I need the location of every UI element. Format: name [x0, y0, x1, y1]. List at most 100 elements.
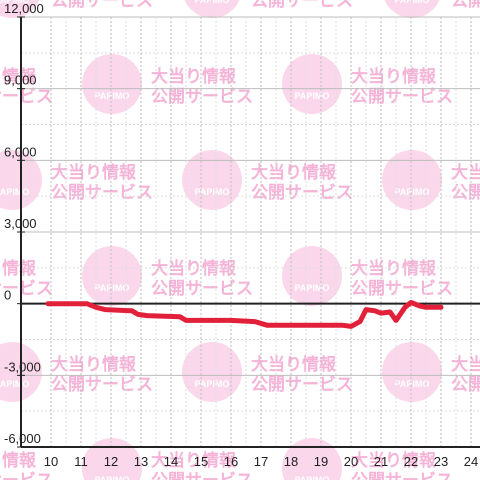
x-tick-labels: 10 11 12 13 14 15 16 17 18 19 20 21 22 23 24: [44, 454, 478, 469]
series-layer: [45, 300, 444, 329]
watermark-line2: 公開サービス: [151, 471, 253, 480]
y-tick-label: 3,000: [4, 216, 37, 231]
watermark-line2: 公開サービス: [351, 279, 453, 298]
x-tick-label: 14: [164, 454, 178, 469]
watermark-brand: PAPIMO: [195, 379, 230, 389]
x-tick-label: 11: [74, 454, 88, 469]
watermark-line2: 公開サービス: [151, 279, 253, 298]
x-tick-label: 12: [104, 454, 118, 469]
watermark-line2: 公開サービス: [151, 87, 253, 106]
watermark-brand: PAPIMO: [195, 0, 230, 5]
watermark-circle: [182, 150, 242, 210]
watermark-brand: PAPIMO: [95, 91, 130, 101]
watermark-line1: 大当り情報: [351, 450, 437, 470]
watermark-line1: 大当り情報: [51, 162, 137, 182]
watermark-brand: PAPIMO: [195, 187, 230, 197]
y-tick-labels: 12,000 9,000 6,000 3,000 0 -3,000 -6,000: [4, 1, 44, 446]
watermark-circle: [382, 342, 442, 402]
watermark-line1: 大当り情報: [451, 162, 480, 182]
watermark-brand: PAPIMO: [395, 379, 430, 389]
watermark-circle: [282, 54, 342, 114]
x-tick-label: 15: [194, 454, 208, 469]
watermark-brand: PAPIMO: [295, 283, 330, 293]
watermark-line1: 大当り情報: [51, 354, 137, 374]
watermark-line1: 大当り情報: [151, 450, 237, 470]
watermark-circle: [282, 246, 342, 306]
watermark-brand: PAPIMO: [95, 283, 130, 293]
watermark-line2: 公開サービス: [251, 375, 353, 394]
watermark-line2: 公開サービス: [51, 183, 153, 202]
watermark-circle: [384, 0, 440, 18]
x-tick-label: 19: [314, 454, 328, 469]
watermark-brand: PAPIMO: [295, 475, 330, 480]
series-line: [45, 300, 444, 329]
y-tick-label: -6,000: [4, 431, 41, 446]
watermark-brand: PAPIMO: [395, 187, 430, 197]
watermark-line2: 公開サービス: [351, 87, 453, 106]
y-tick-label: 9,000: [4, 73, 37, 88]
watermark-circle: [184, 0, 240, 18]
x-tick-label: 17: [254, 454, 268, 469]
watermark-line2: 公開サービス: [451, 183, 480, 202]
watermark-brand: PAPIMO: [0, 0, 29, 5]
watermark-circle: [382, 150, 442, 210]
watermark-line1: 大当り情報: [251, 354, 337, 374]
x-tick-label: 10: [44, 454, 58, 469]
y-tick-label: 6,000: [4, 144, 37, 159]
y-tick-label: -3,000: [4, 359, 41, 374]
x-tick-label: 21: [374, 454, 388, 469]
watermark-line1: 大当り情報: [351, 66, 437, 86]
watermark-brand: PAPIMO: [95, 475, 130, 480]
watermark-line2: 公開サービス: [251, 183, 353, 202]
x-tick-label: 18: [284, 454, 298, 469]
watermark-line2: 公開サービス: [0, 471, 53, 480]
watermark-circle: [82, 246, 142, 306]
watermark-brand: PAPIMO: [0, 379, 29, 389]
watermark-line2: 公開サービス: [251, 0, 353, 10]
watermark-circle: [0, 0, 40, 18]
axes: [17, 16, 480, 448]
y-tick-label: 12,000: [4, 1, 44, 16]
x-tick-label: 16: [224, 454, 238, 469]
watermark-line2: 公開サービス: [51, 0, 153, 10]
x-tick-label: 22: [404, 454, 418, 469]
watermark-line1: 大当り情報: [0, 66, 37, 86]
watermark-line1: 大当り情報: [151, 66, 237, 86]
watermark-line2: 公開サービス: [51, 375, 153, 394]
watermark-line2: 公開サービス: [0, 279, 53, 298]
watermark-line2: 公開サービス: [451, 0, 480, 10]
watermark-circle: [82, 54, 142, 114]
watermark-circle: [182, 342, 242, 402]
x-tick-label: 23: [434, 454, 448, 469]
watermark-line2: 公開サービス: [0, 87, 53, 106]
watermark-line1: 大当り情報: [0, 450, 37, 470]
y-tick-label: 0: [4, 288, 11, 303]
watermark-line1: 大当り情報: [251, 162, 337, 182]
watermark-line2: 公開サービス: [351, 471, 453, 480]
watermark-line2: 公開サービス: [451, 375, 480, 394]
x-tick-label: 13: [134, 454, 148, 469]
watermark-circle: [82, 438, 142, 480]
x-tick-label: 24: [464, 454, 478, 469]
watermark-line1: 大当り情報: [451, 354, 480, 374]
x-tick-label: 20: [344, 454, 358, 469]
watermark-brand: PAPIMO: [395, 0, 430, 5]
watermark-circle: [282, 438, 342, 480]
